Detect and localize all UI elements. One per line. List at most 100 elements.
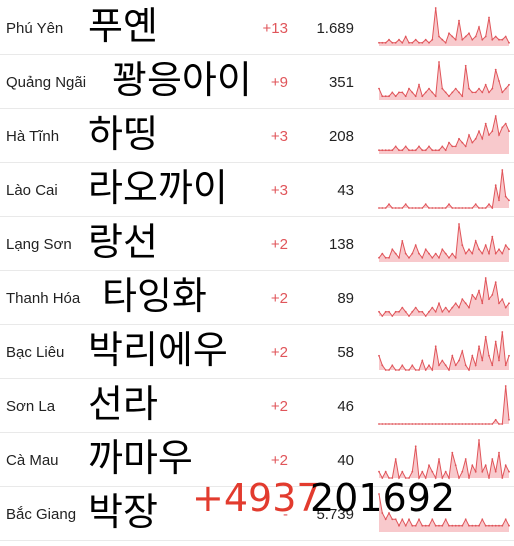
sparkline-point (414, 524, 417, 527)
province-row[interactable]: Sơn La 선라 +2 46 (0, 378, 514, 433)
sparkline-point (458, 359, 460, 362)
sparkline-point (444, 306, 447, 309)
sparkline-point (408, 149, 410, 152)
sparkline-point (394, 95, 397, 98)
sparkline-point (408, 477, 410, 479)
sparkline-point (401, 240, 404, 242)
sparkline-point (461, 38, 464, 41)
sparkline-point (404, 95, 407, 98)
sparkline-point (434, 345, 437, 348)
sparkline-point (431, 369, 434, 371)
sparkline-point (464, 207, 467, 209)
sparkline-point (448, 524, 450, 527)
sparkline-point (494, 340, 497, 343)
sparkline-point (424, 524, 427, 527)
sparkline-point (431, 306, 434, 309)
sparkline-point (494, 524, 497, 527)
total-cases: 1.689 (316, 20, 354, 37)
new-cases: +3 (270, 128, 288, 145)
sparkline-point (444, 252, 447, 255)
sparkline-point (494, 252, 497, 255)
sparkline-point (478, 345, 480, 348)
sparkline-line (378, 439, 510, 480)
sparkline-point (378, 87, 380, 90)
sparkline-point (488, 524, 490, 527)
sparkline-point (384, 256, 387, 259)
sparkline-point (431, 149, 434, 152)
sparkline-point (424, 248, 427, 251)
sparkline-point (414, 306, 417, 309)
sparkline-point (468, 87, 470, 90)
sparkline-point (484, 464, 487, 467)
sparkline-point (508, 354, 510, 357)
sparkline-point (444, 364, 447, 367)
sparkline-point (494, 115, 497, 117)
sparkline-point (464, 302, 467, 305)
sparkline-point (471, 423, 474, 425)
sparkline-point (381, 207, 384, 209)
province-row[interactable]: Thanh Hóa 타잉화 +2 89 (0, 270, 514, 325)
sparkline-point (451, 145, 454, 148)
province-row[interactable]: Bắc Giang 박장 - 5.739 (0, 486, 514, 541)
sparkline-point (448, 32, 450, 35)
korean-label: 라오까이 (88, 166, 228, 210)
sparkline-point (474, 364, 477, 367)
province-row[interactable]: Phú Yên 푸옌 +13 1.689 (0, 0, 514, 55)
sparkline-point (478, 207, 480, 209)
sparkline-point (468, 306, 470, 309)
province-row[interactable]: Quảng Ngãi 꽝응아이 +9 351 (0, 54, 514, 109)
province-name: Hà Tĩnh (6, 128, 60, 145)
sparkline-point (421, 256, 424, 259)
new-cases: +3 (270, 182, 288, 199)
sparkline-point (394, 252, 397, 255)
sparkline-point (411, 252, 414, 255)
sparkline-point (498, 38, 500, 41)
sparkline-point (394, 41, 397, 44)
sparkline-area (379, 278, 509, 316)
sparkline-point (378, 493, 380, 495)
sparkline-point (454, 364, 457, 367)
sparkline-point (471, 91, 474, 94)
sparkline-point (501, 91, 504, 94)
sparkline-point (504, 195, 507, 198)
sparkline-point (491, 423, 494, 425)
sparkline-point (478, 26, 480, 28)
sparkline-point (438, 458, 440, 460)
sparkline-point (491, 207, 494, 209)
sparkline-point (428, 207, 430, 209)
sparkline-point (484, 83, 487, 86)
province-row[interactable]: Lạng Sơn 랑선 +2 138 (0, 216, 514, 271)
sparkline-point (418, 423, 420, 425)
sparkline-point (454, 423, 457, 425)
province-row[interactable]: Bạc Liêu 박리에우 +2 58 (0, 324, 514, 379)
sparkline-point (498, 80, 500, 82)
sparkline-point (431, 38, 434, 41)
sparkline-point (454, 302, 457, 305)
sparkline-point (394, 207, 397, 209)
sparkline-point (454, 207, 457, 209)
sparkline-point (481, 252, 484, 255)
sparkline-point (424, 203, 427, 206)
sparkline-point (411, 310, 414, 313)
total-cases: 40 (337, 452, 354, 469)
sparkline-point (468, 207, 470, 209)
sparkline-point (401, 91, 404, 94)
sparkline-point (484, 423, 487, 425)
province-row[interactable]: Cà Mau 까마우 +2 40 (0, 432, 514, 487)
sparkline-point (401, 364, 404, 367)
province-row[interactable]: Hà Tĩnh 하띵 +3 208 (0, 108, 514, 163)
sparkline-point (498, 423, 500, 425)
sparkline-point (501, 126, 504, 129)
sparkline-point (478, 423, 480, 425)
sparkline-point (394, 310, 397, 313)
sparkline-point (454, 145, 457, 148)
sparkline-point (421, 359, 424, 362)
sparkline-point (428, 364, 430, 367)
total-cases: 138 (328, 236, 354, 253)
province-row[interactable]: Lào Cai 라오까이 +3 43 (0, 162, 514, 217)
sparkline-point (498, 248, 500, 251)
sparkline-point (464, 518, 467, 521)
sparkline-point (474, 137, 477, 140)
sparkline-point (401, 306, 404, 309)
sparkline-point (381, 95, 384, 98)
